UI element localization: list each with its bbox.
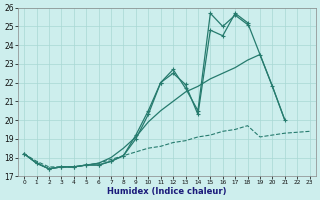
X-axis label: Humidex (Indice chaleur): Humidex (Indice chaleur) (107, 187, 227, 196)
